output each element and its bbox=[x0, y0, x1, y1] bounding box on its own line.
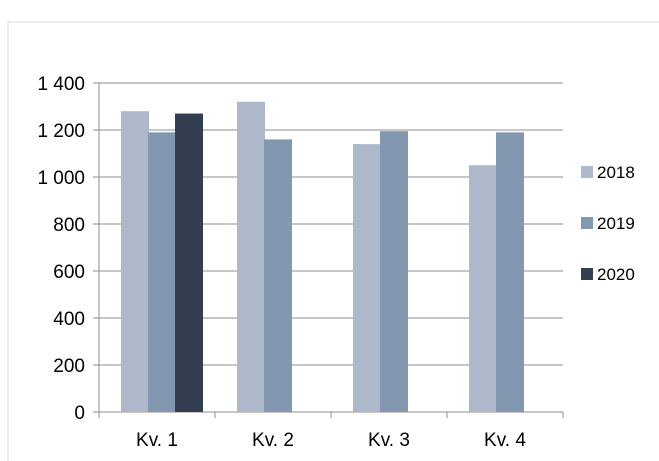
legend-label-2019: 2019 bbox=[597, 214, 635, 233]
x-tick-label: Kv. 2 bbox=[252, 430, 294, 451]
chart-title-fragment bbox=[190, 0, 430, 8]
bar-2018-kv3 bbox=[353, 144, 381, 412]
y-tick-labels: 0 200 400 600 800 1 000 1 200 1 400 bbox=[37, 74, 85, 424]
legend-label-2018: 2018 bbox=[597, 163, 635, 182]
y-tick-label: 1 200 bbox=[37, 121, 85, 142]
y-tick-label: 0 bbox=[74, 403, 85, 424]
x-tick-label: Kv. 3 bbox=[368, 430, 410, 451]
y-tick-label: 600 bbox=[53, 262, 85, 283]
y-tick-label: 400 bbox=[53, 309, 85, 330]
x-tick-label: Kv. 4 bbox=[484, 430, 526, 451]
y-tick-label: 1 000 bbox=[37, 168, 85, 189]
bar-2019-kv2 bbox=[264, 139, 292, 412]
legend-label-2020: 2020 bbox=[597, 265, 635, 284]
x-tick-labels: Kv. 1 Kv. 2 Kv. 3 Kv. 4 bbox=[136, 430, 526, 451]
bar-2019-kv3 bbox=[380, 131, 408, 413]
bar-2018-kv2 bbox=[237, 101, 265, 413]
y-tick-label: 1 400 bbox=[37, 74, 85, 95]
legend-swatch-2019 bbox=[581, 217, 593, 229]
legend-swatch-2018 bbox=[581, 166, 593, 178]
legend: 2018 2019 2020 bbox=[581, 163, 635, 284]
bar-2018-kv4 bbox=[469, 165, 497, 412]
y-tick-label: 800 bbox=[53, 215, 85, 236]
bar-2019-kv1 bbox=[148, 132, 176, 412]
bar-2020-kv1 bbox=[175, 113, 203, 413]
bar-2018-kv1 bbox=[121, 111, 149, 412]
bars bbox=[121, 101, 524, 413]
bar-2019-kv4 bbox=[496, 132, 524, 412]
x-tick-label: Kv. 1 bbox=[136, 430, 178, 451]
y-tick-label: 200 bbox=[53, 356, 85, 377]
legend-swatch-2020 bbox=[581, 268, 593, 280]
